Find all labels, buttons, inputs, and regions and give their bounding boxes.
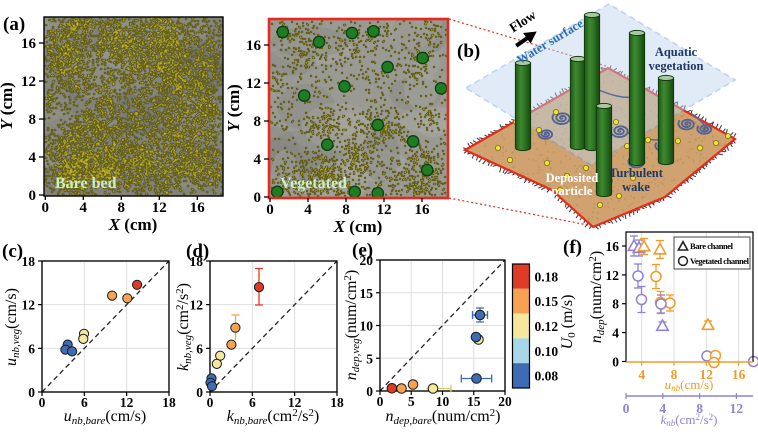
svg-text:12: 12: [606, 268, 620, 283]
svg-text:0.12: 0.12: [535, 319, 559, 334]
svg-text:(c): (c): [2, 241, 23, 262]
svg-text:0: 0: [28, 385, 35, 400]
svg-text:0: 0: [42, 200, 50, 216]
svg-text:4: 4: [638, 367, 645, 382]
svg-text:6: 6: [28, 341, 35, 356]
svg-text:16: 16: [606, 239, 620, 254]
svg-text:8: 8: [612, 297, 619, 312]
svg-text:4: 4: [304, 202, 312, 218]
svg-text:0: 0: [39, 395, 46, 410]
svg-text:Bare channel: Bare channel: [690, 241, 734, 251]
svg-text:Deposited: Deposited: [546, 171, 599, 185]
svg-text:12: 12: [246, 76, 261, 92]
svg-text:0: 0: [207, 395, 214, 410]
svg-text:(f): (f): [563, 237, 582, 258]
svg-text:0: 0: [196, 385, 203, 400]
svg-text:8: 8: [342, 202, 350, 218]
svg-text:0: 0: [623, 401, 630, 416]
svg-text:4: 4: [254, 152, 262, 168]
svg-text:16: 16: [732, 367, 746, 382]
svg-text:8: 8: [671, 367, 678, 382]
svg-text:(b): (b): [457, 41, 480, 62]
svg-text:12: 12: [730, 401, 744, 416]
svg-text:10: 10: [360, 319, 374, 334]
svg-text:12: 12: [152, 200, 167, 216]
svg-text:vegetation: vegetation: [649, 59, 704, 73]
svg-text:0.10: 0.10: [535, 344, 559, 359]
svg-text:0.15: 0.15: [535, 294, 559, 309]
svg-text:16: 16: [246, 38, 262, 54]
svg-text:16: 16: [21, 36, 37, 52]
svg-text:20: 20: [360, 253, 374, 268]
svg-text:Y (cm): Y (cm): [224, 84, 243, 132]
svg-text:Vegetated channel: Vegetated channel: [690, 256, 750, 266]
svg-text:6: 6: [81, 395, 88, 410]
svg-text:4: 4: [612, 326, 619, 341]
svg-text:0.08: 0.08: [535, 369, 559, 384]
svg-text:Bare bed: Bare bed: [55, 175, 117, 192]
svg-text:6: 6: [249, 395, 256, 410]
svg-text:0: 0: [254, 190, 262, 206]
svg-text:(a): (a): [3, 14, 25, 35]
svg-text:Y (cm): Y (cm): [0, 82, 16, 130]
svg-text:8: 8: [29, 112, 37, 128]
svg-text:12: 12: [377, 202, 392, 218]
svg-text:6: 6: [196, 341, 203, 356]
svg-text:18: 18: [22, 254, 36, 269]
svg-text:Turbulent: Turbulent: [609, 166, 664, 180]
svg-text:0: 0: [366, 384, 373, 399]
svg-text:18: 18: [190, 254, 204, 269]
svg-text:5: 5: [408, 394, 415, 409]
svg-text:4: 4: [80, 200, 88, 216]
svg-text:12: 12: [21, 74, 36, 90]
svg-text:wake: wake: [622, 180, 650, 194]
svg-text:U0 (m/s): U0 (m/s): [559, 295, 578, 350]
svg-text:0: 0: [266, 202, 274, 218]
svg-text:X (cm): X (cm): [333, 217, 383, 236]
svg-text:5: 5: [366, 351, 373, 366]
svg-text:12: 12: [22, 298, 36, 313]
svg-text:16: 16: [190, 200, 206, 216]
svg-text:15: 15: [360, 286, 374, 301]
svg-text:20: 20: [498, 394, 512, 409]
svg-text:18: 18: [330, 395, 344, 410]
svg-text:16: 16: [415, 202, 431, 218]
svg-text:Aquatic: Aquatic: [655, 45, 698, 59]
svg-text:8: 8: [254, 114, 262, 130]
svg-text:particle: particle: [552, 184, 593, 198]
svg-text:15: 15: [467, 394, 481, 409]
svg-text:10: 10: [436, 394, 450, 409]
svg-text:X (cm): X (cm): [108, 215, 158, 234]
svg-text:4: 4: [29, 150, 37, 166]
svg-text:0: 0: [612, 355, 619, 370]
svg-text:8: 8: [118, 200, 126, 216]
svg-text:Vegetated: Vegetated: [280, 175, 347, 192]
svg-text:0: 0: [377, 394, 384, 409]
svg-text:18: 18: [162, 395, 176, 410]
svg-text:0.18: 0.18: [535, 269, 559, 284]
svg-text:0: 0: [29, 188, 37, 204]
